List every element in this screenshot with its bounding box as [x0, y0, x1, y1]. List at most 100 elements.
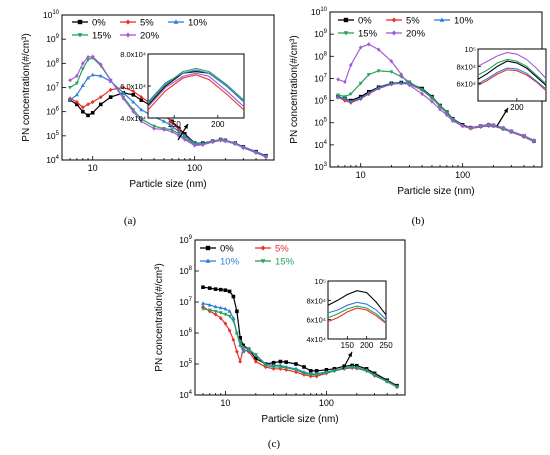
- legend-marker: [173, 19, 179, 24]
- data-point: [399, 72, 404, 77]
- data-point: [131, 89, 136, 94]
- data-point: [227, 309, 232, 313]
- series-20%: [68, 54, 268, 160]
- legend-label: 0%: [92, 18, 106, 29]
- data-point: [376, 69, 381, 74]
- y-tick-label: 108: [314, 51, 327, 61]
- data-point: [271, 365, 276, 370]
- inset-arrow-head: [503, 108, 508, 113]
- data-point: [234, 331, 239, 336]
- legend-label: 5%: [275, 244, 289, 255]
- inset-series-10%: [477, 67, 547, 90]
- data-point: [354, 366, 359, 371]
- data-point: [75, 99, 79, 105]
- data-point: [350, 365, 355, 370]
- data-point: [264, 155, 268, 160]
- inset-arrow-head: [183, 124, 188, 129]
- data-point: [342, 95, 347, 99]
- data-point: [170, 120, 174, 125]
- data-point: [389, 81, 394, 86]
- inset-x-tick-label: 200: [211, 120, 225, 129]
- data-point: [246, 347, 251, 352]
- x-tick-label: 100: [455, 170, 470, 180]
- data-point: [284, 360, 289, 364]
- inset-arrow-head: [347, 352, 352, 357]
- data-point: [349, 62, 353, 68]
- data-point: [233, 141, 238, 147]
- data-point: [438, 104, 443, 109]
- legend-label: 10%: [188, 18, 208, 29]
- data-point: [131, 99, 136, 104]
- data-point: [223, 139, 228, 144]
- y-tick-label: 109: [314, 29, 327, 39]
- legend-item: 10%: [200, 257, 240, 268]
- data-point: [501, 125, 506, 130]
- data-point: [364, 369, 369, 374]
- inset-x-tick-label: 150: [168, 120, 182, 129]
- data-point: [218, 316, 223, 321]
- data-point: [80, 67, 85, 71]
- data-point: [348, 92, 353, 97]
- inset-series-10%: [147, 69, 245, 103]
- data-point: [98, 102, 103, 107]
- data-point: [241, 145, 246, 150]
- legend-marker: [125, 32, 131, 38]
- y-tick-label: 107: [46, 83, 59, 93]
- data-point: [491, 122, 496, 128]
- data-point: [478, 123, 483, 129]
- y-tick-label: 105: [179, 359, 192, 369]
- data-point: [308, 369, 313, 373]
- data-point: [223, 312, 228, 317]
- data-point: [532, 138, 536, 143]
- data-point: [420, 88, 425, 93]
- inset-series-5%: [327, 307, 387, 324]
- data-point: [336, 77, 340, 82]
- data-point: [302, 365, 306, 369]
- data-point: [376, 47, 381, 52]
- data-point: [376, 85, 381, 90]
- data-point: [253, 353, 258, 357]
- panel-c: 10 100 104 105 106 107 108 109 Particle size (nm…: [154, 235, 406, 450]
- data-point: [241, 349, 246, 354]
- data-point: [223, 288, 228, 293]
- y-tick-label: 104: [314, 140, 327, 150]
- legend-label: 0%: [358, 16, 372, 27]
- data-point: [121, 85, 126, 90]
- data-point: [213, 312, 218, 317]
- data-point: [231, 294, 236, 299]
- data-point: [207, 302, 212, 307]
- legend-label: 10%: [220, 257, 240, 268]
- data-point: [74, 81, 79, 86]
- data-point: [75, 73, 79, 79]
- inset-y-tick-label: 4.0x10⁴: [120, 114, 146, 123]
- data-point: [509, 128, 514, 134]
- data-point: [201, 301, 205, 305]
- series-15%: [201, 307, 399, 390]
- data-point: [227, 314, 232, 319]
- data-point: [238, 343, 243, 347]
- data-point: [223, 321, 228, 326]
- data-point: [86, 102, 90, 107]
- data-point: [438, 107, 442, 112]
- x-tick-label: 100: [319, 398, 334, 408]
- legend-marker: [391, 17, 397, 23]
- y-tick-label: 109: [46, 34, 59, 44]
- legend-marker: [391, 30, 397, 36]
- y-tick-label: 105: [314, 118, 327, 128]
- data-point: [162, 127, 166, 132]
- data-point: [445, 112, 449, 118]
- data-point: [213, 304, 218, 309]
- inset-x-tick-label: 200: [510, 103, 524, 112]
- panel-a: 10 100 104 105 106 107 108 109 1010 Particle size…: [21, 10, 275, 227]
- data-point: [385, 380, 390, 384]
- data-point: [90, 54, 95, 59]
- data-point: [235, 309, 239, 314]
- legend-item: 5%: [255, 244, 289, 255]
- data-point: [231, 337, 236, 343]
- y-tick-label: 109: [179, 235, 192, 245]
- x-axis-label: Particle size (nm): [261, 414, 338, 425]
- data-point: [358, 95, 363, 100]
- data-point: [238, 359, 242, 364]
- data-point: [314, 373, 319, 377]
- data-point: [90, 99, 95, 105]
